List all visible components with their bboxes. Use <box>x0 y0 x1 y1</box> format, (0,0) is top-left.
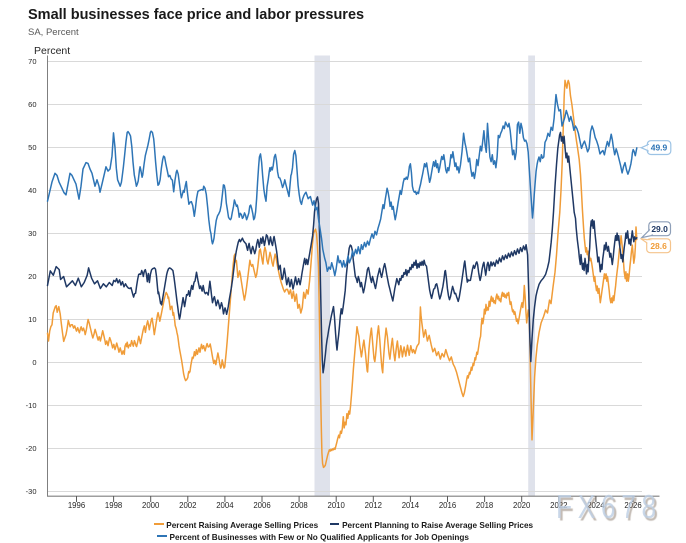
svg-text:29.0: 29.0 <box>651 224 668 234</box>
svg-text:28.6: 28.6 <box>650 241 667 251</box>
svg-text:49.9: 49.9 <box>651 143 668 153</box>
